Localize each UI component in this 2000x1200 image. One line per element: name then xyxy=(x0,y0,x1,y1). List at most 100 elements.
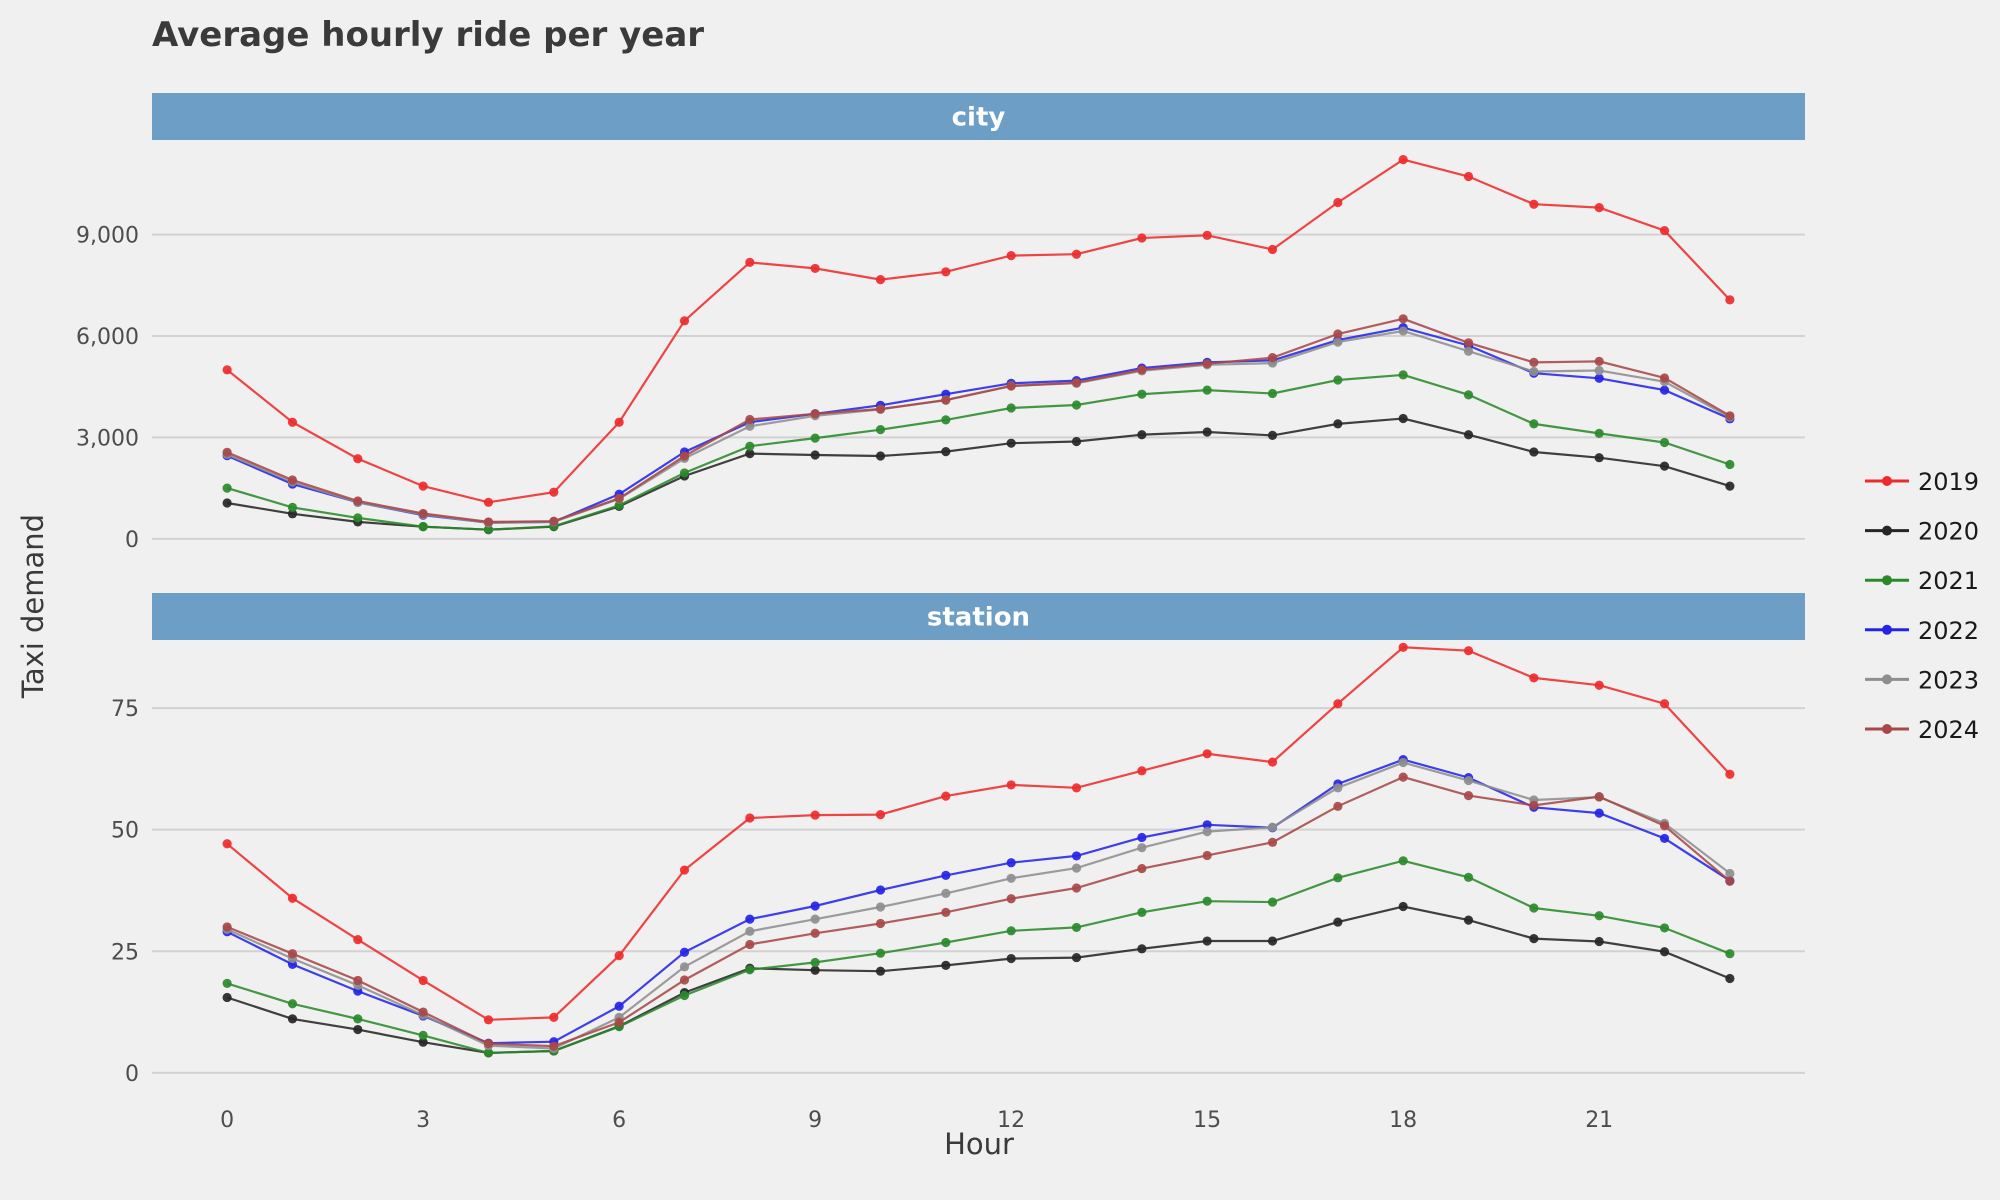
data-point xyxy=(1202,827,1212,837)
data-point xyxy=(810,965,820,975)
data-point xyxy=(1529,800,1539,810)
y-tick-label: 6,000 xyxy=(76,325,139,350)
data-point xyxy=(1725,876,1735,886)
legend-label: 2023 xyxy=(1918,666,1979,694)
data-point xyxy=(1137,233,1147,243)
series-line xyxy=(226,859,1731,1055)
data-point xyxy=(679,865,690,875)
data-point xyxy=(1594,356,1604,366)
legend-key-point xyxy=(1882,476,1892,486)
data-point xyxy=(1659,699,1670,709)
data-point xyxy=(1333,329,1343,339)
data-point xyxy=(1398,772,1408,782)
data-point xyxy=(1333,197,1343,208)
data-point xyxy=(679,990,690,1001)
data-point xyxy=(1463,171,1474,182)
data-point xyxy=(1594,680,1604,690)
data-point xyxy=(549,1041,559,1051)
data-point xyxy=(875,902,886,912)
data-point xyxy=(1267,897,1278,907)
data-point xyxy=(1463,430,1474,440)
data-point xyxy=(353,975,363,986)
series-2024 xyxy=(222,314,1735,527)
data-point xyxy=(287,502,298,512)
data-point xyxy=(1006,438,1016,448)
data-point xyxy=(1594,202,1604,213)
data-point xyxy=(418,1007,428,1017)
data-point xyxy=(1398,370,1408,380)
data-point xyxy=(875,425,886,435)
data-point xyxy=(1267,244,1278,255)
data-point xyxy=(1529,673,1539,683)
data-point xyxy=(1529,903,1539,913)
y-tick-label: 9,000 xyxy=(76,224,139,249)
data-point xyxy=(810,914,820,924)
x-tick-label: 18 xyxy=(1389,1108,1417,1133)
facet-strip-label: city xyxy=(952,103,1006,133)
data-point xyxy=(1006,873,1016,883)
data-point xyxy=(1202,749,1212,759)
data-point xyxy=(875,809,886,820)
data-point xyxy=(1725,769,1735,779)
data-point xyxy=(1594,911,1604,921)
data-point xyxy=(614,493,624,503)
y-axis-title: Taxi demand xyxy=(16,514,50,699)
data-point xyxy=(614,951,624,961)
data-point xyxy=(287,999,298,1009)
chart-title: Average hourly ride per year xyxy=(152,15,704,55)
data-point xyxy=(1006,381,1016,391)
data-point xyxy=(1267,837,1278,847)
data-point xyxy=(941,960,951,970)
facet-strip-label: station xyxy=(927,603,1030,633)
data-point xyxy=(745,914,755,924)
data-point xyxy=(1398,413,1408,424)
data-point xyxy=(1267,936,1278,946)
series-line xyxy=(226,775,1731,1048)
series-line xyxy=(226,646,1731,1021)
data-point xyxy=(745,441,755,451)
data-point xyxy=(222,839,232,849)
data-point xyxy=(810,263,820,274)
legend-label: 2022 xyxy=(1918,617,1979,645)
data-point xyxy=(1725,481,1735,491)
data-point xyxy=(1202,427,1212,437)
data-point xyxy=(1202,850,1212,861)
data-point xyxy=(614,500,624,510)
series-2021 xyxy=(222,856,1735,1058)
data-point xyxy=(549,1012,559,1022)
data-point xyxy=(287,509,298,519)
data-point xyxy=(1463,646,1474,656)
data-point xyxy=(1398,314,1408,324)
data-point xyxy=(745,965,755,975)
data-point xyxy=(1463,338,1474,348)
data-point xyxy=(1398,642,1408,652)
data-point xyxy=(1071,249,1082,259)
data-point xyxy=(1071,783,1082,793)
data-point xyxy=(1202,385,1212,395)
data-point xyxy=(941,888,951,898)
data-point xyxy=(1071,851,1082,861)
data-point xyxy=(875,948,886,958)
data-point xyxy=(1006,953,1016,964)
data-point xyxy=(353,454,363,464)
data-point xyxy=(1267,757,1278,767)
data-point xyxy=(1071,378,1082,388)
data-point xyxy=(353,496,363,506)
data-point xyxy=(1267,822,1278,832)
data-point xyxy=(875,885,886,895)
data-point xyxy=(1725,949,1735,959)
data-point xyxy=(745,813,755,823)
data-point xyxy=(1594,792,1604,802)
data-point xyxy=(1137,430,1147,440)
data-point xyxy=(1463,390,1474,400)
y-tick-label: 0 xyxy=(125,1062,139,1087)
data-point xyxy=(1333,337,1343,347)
y-tick-label: 75 xyxy=(111,697,139,722)
series-line xyxy=(226,317,1731,524)
data-point xyxy=(549,487,559,497)
data-point xyxy=(1529,357,1539,367)
data-point xyxy=(941,395,951,405)
data-point xyxy=(1463,791,1474,801)
legend-label: 2019 xyxy=(1918,468,1979,496)
